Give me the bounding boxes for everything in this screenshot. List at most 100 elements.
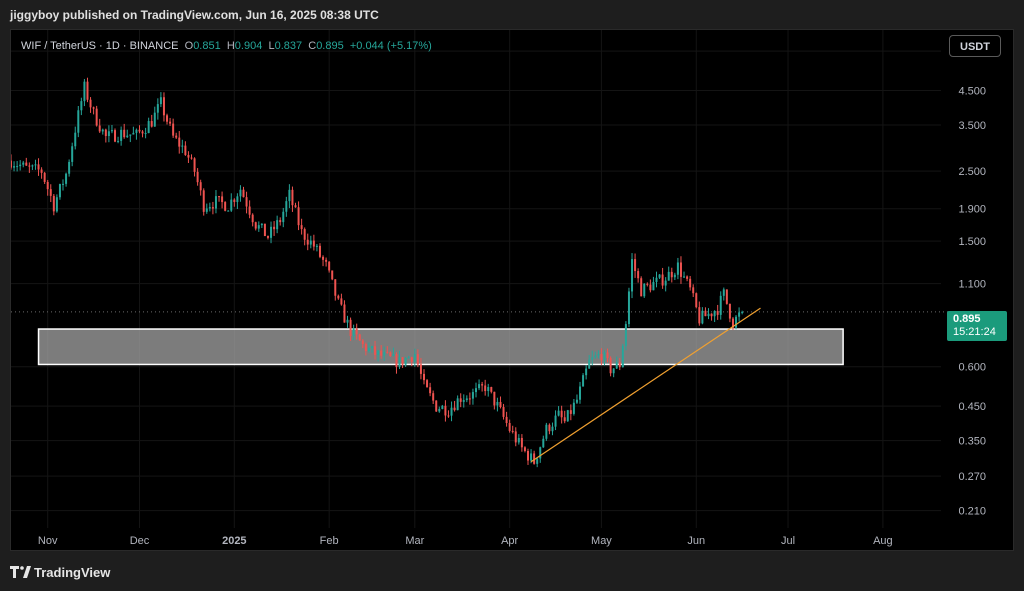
candle-body	[569, 410, 572, 414]
candle-body	[572, 402, 575, 414]
candle-body	[205, 208, 208, 212]
candle-body	[401, 357, 404, 365]
candle-body	[520, 437, 523, 448]
candle-body	[475, 388, 477, 393]
candle-body	[741, 311, 744, 313]
candle-body	[652, 281, 655, 291]
candle-body	[25, 162, 28, 166]
candle-body	[46, 181, 49, 190]
candle-body	[117, 140, 120, 142]
candle-body	[193, 158, 196, 172]
candle-body	[325, 259, 328, 262]
candle-body	[343, 304, 346, 323]
candle-body	[511, 430, 514, 432]
chart-panel[interactable]: 6.0004.5003.5002.5001.9001.5001.1000.600…	[10, 29, 1014, 551]
candle-body	[196, 171, 199, 183]
candle-body	[162, 97, 165, 116]
candle-body	[218, 196, 221, 198]
candle-body	[548, 424, 551, 432]
candle-body	[334, 279, 337, 296]
candle-body	[242, 189, 245, 198]
high-value: 0.904	[234, 40, 263, 52]
candle-body	[107, 131, 110, 137]
candle-body	[514, 431, 517, 443]
candle-body	[612, 368, 615, 374]
support-zone[interactable]	[37, 328, 844, 366]
candle-body	[337, 295, 340, 299]
tradingview-brand: TradingView	[34, 565, 111, 580]
candle-body	[536, 458, 539, 464]
candle-body	[502, 407, 505, 417]
price-chart[interactable]: 6.0004.5003.5002.5001.9001.5001.1000.600…	[11, 30, 1013, 550]
candle-body	[478, 384, 481, 389]
candle-body	[11, 160, 12, 168]
y-tick-label: 1.900	[958, 204, 986, 216]
candle-body	[58, 184, 61, 198]
candle-body	[453, 407, 456, 411]
candle-body	[214, 196, 217, 209]
y-tick-label: 1.100	[958, 279, 986, 291]
candle-body	[138, 129, 141, 132]
candle-body	[456, 398, 459, 411]
candle-body	[377, 350, 380, 355]
candle-body	[80, 101, 83, 111]
candle-body	[398, 357, 401, 368]
candle-body	[43, 172, 46, 182]
candle-body	[37, 164, 40, 170]
currency-button[interactable]: USDT	[949, 35, 1001, 57]
x-tick-label: 2025	[222, 535, 246, 547]
last-price-tag: 0.895 15:21:24	[947, 311, 1007, 341]
candle-body	[159, 97, 162, 105]
candle-body	[692, 287, 695, 294]
candle-body	[594, 355, 597, 358]
candle-body	[263, 223, 266, 237]
candle-body	[505, 416, 508, 424]
candle-body	[591, 357, 594, 360]
candle-body	[490, 387, 493, 392]
candle-body	[643, 283, 646, 297]
candle-body	[670, 271, 673, 278]
candle-body	[349, 319, 352, 336]
candle-body	[40, 169, 43, 173]
low-label: L	[268, 40, 275, 52]
candle-body	[266, 236, 269, 238]
candle-body	[563, 417, 566, 422]
candle-body	[551, 426, 554, 432]
change-value: +0.044 (+5.17%)	[349, 40, 432, 52]
high-label: H	[226, 40, 235, 52]
candle-body	[413, 354, 416, 362]
candle-body	[429, 387, 432, 394]
candle-body	[19, 164, 22, 167]
trendline[interactable]	[530, 307, 761, 463]
candle-body	[184, 145, 187, 155]
candle-body	[370, 346, 373, 348]
candle-body	[523, 447, 526, 451]
publish-info: jiggyboy published on TradingView.com, J…	[10, 8, 379, 22]
candle-body	[315, 245, 318, 247]
candle-body	[738, 312, 741, 317]
candle-body	[361, 340, 364, 345]
candle-body	[588, 359, 591, 369]
top-bar: jiggyboy published on TradingView.com, J…	[0, 0, 1024, 28]
y-tick-label: 1.500	[958, 236, 986, 248]
candle-body	[637, 271, 640, 279]
candle-body	[679, 262, 682, 277]
candle-body	[658, 274, 661, 278]
candle-body	[331, 270, 334, 280]
candle-body	[404, 357, 407, 365]
candle-body	[227, 210, 230, 212]
candle-body	[257, 225, 260, 229]
candle-body	[716, 311, 719, 315]
candle-body	[153, 112, 156, 127]
candle-body	[530, 453, 533, 461]
candle-body	[606, 352, 609, 359]
candle-body	[98, 125, 101, 132]
candle-body	[560, 410, 563, 418]
candle-body	[426, 380, 429, 388]
candle-body	[221, 196, 224, 203]
y-tick-label: 0.210	[958, 506, 986, 518]
candle-body	[300, 225, 303, 230]
candle-body	[508, 423, 511, 431]
candle-body	[618, 362, 621, 368]
candle-body	[114, 130, 117, 142]
